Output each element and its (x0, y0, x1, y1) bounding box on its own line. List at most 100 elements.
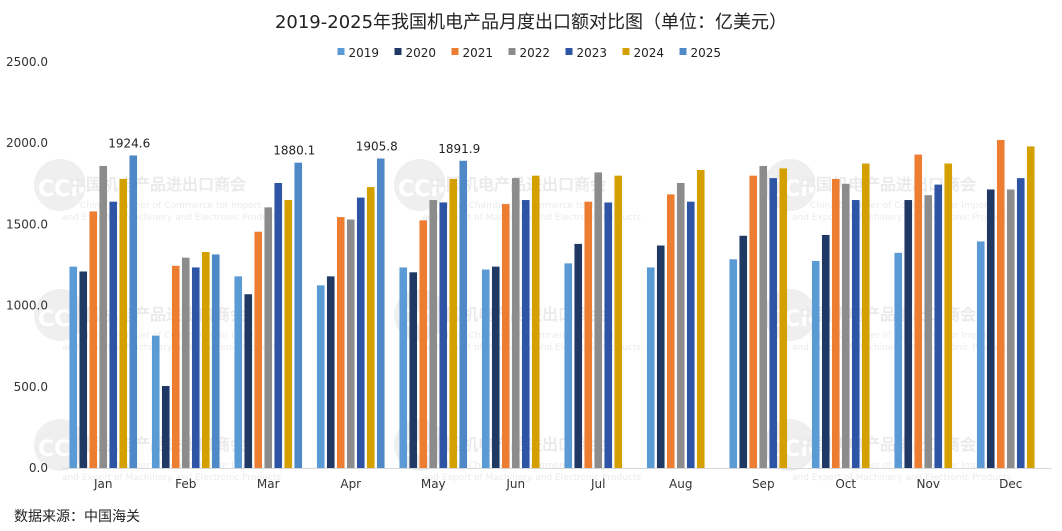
bar-2025-Apr (376, 158, 385, 468)
bar-2022-May (429, 200, 438, 469)
bar-2021-May (419, 220, 428, 468)
bar-2024-Dec (1026, 146, 1035, 468)
bar-2021-Apr (336, 217, 345, 468)
bar-2022-Nov (924, 195, 933, 468)
bar-2020-May (409, 272, 418, 468)
watermark-org-en-2: and Export of Machinery and Electronic P… (792, 213, 1011, 223)
bar-2020-Apr (326, 276, 335, 468)
bar-2021-Feb (171, 265, 180, 468)
legend-item: 2021 (451, 46, 494, 60)
legend-label: 2021 (463, 46, 494, 60)
data-label: 1880.1 (273, 144, 315, 158)
watermark-logo-icon (394, 159, 446, 211)
bar-2021-Nov (914, 154, 923, 468)
bar-2019-Jul (564, 263, 573, 468)
watermark-org-en-2: and Export of Machinery and Electronic P… (422, 213, 641, 223)
bar-2022-Mar (264, 207, 273, 468)
x-tick-label: Jun (505, 477, 525, 491)
legend-item: 2022 (508, 46, 551, 60)
x-tick-label: Dec (999, 477, 1022, 491)
bar-2022-Apr (346, 219, 355, 468)
legend-label: 2023 (577, 46, 608, 60)
bar-2021-Mar (254, 231, 263, 468)
bar-2020-Dec (986, 189, 995, 468)
bar-2019-Jan (69, 266, 78, 468)
bar-2019-May (399, 267, 408, 468)
bar-2025-Mar (294, 162, 303, 468)
watermark-org-en-1: China Chamber of Commerce for Import (80, 331, 261, 341)
bar-2023-May (439, 202, 448, 468)
bar-2021-Oct (831, 178, 840, 469)
bar-2024-Aug (696, 169, 705, 468)
bar-2022-Sep (759, 165, 768, 468)
bar-2023-Sep (769, 178, 778, 468)
data-label: 1891.9 (438, 142, 480, 156)
bar-2020-Oct (821, 234, 830, 468)
data-label: 1905.8 (356, 139, 398, 153)
bar-2019-Sep (729, 259, 738, 468)
bar-2020-Jan (79, 271, 88, 468)
bar-2022-Dec (1006, 189, 1015, 468)
x-tick-label: Feb (175, 477, 196, 491)
bar-2023-Mar (274, 182, 283, 468)
bar-2023-Jun (521, 200, 530, 469)
bar-2022-Aug (676, 182, 685, 468)
bar-2020-Nov (904, 200, 913, 469)
x-tick-label: Aug (669, 477, 692, 491)
bar-2023-Jan (109, 201, 118, 468)
bar-2023-Oct (851, 200, 860, 469)
watermark-org-en-1: China Chamber of Commerce for Import (810, 201, 991, 211)
bar-2025-Feb (211, 254, 220, 468)
bar-2024-Oct (861, 163, 870, 468)
bar-2019-Mar (234, 276, 243, 468)
bar-2024-Apr (366, 187, 375, 468)
watermark-org-en-1: China Chamber of Commerce for Import (80, 201, 261, 211)
bar-2022-Jun (511, 178, 520, 468)
bar-2021-Jun (501, 204, 510, 468)
watermark-org-en-2: and Export of Machinery and Electronic P… (62, 343, 281, 353)
data-label: 1924.6 (108, 136, 150, 150)
bar-2021-Dec (996, 139, 1005, 468)
bar-2022-Jan (99, 165, 108, 468)
legend-swatch (679, 48, 687, 55)
legend-swatch (565, 48, 573, 55)
bar-2025-May (459, 160, 468, 469)
bar-2019-Oct (811, 260, 820, 468)
watermark-logo-text: CCME (38, 177, 107, 202)
bar-2024-May (449, 178, 458, 469)
bar-2019-Nov (894, 252, 903, 468)
chart-title: 2019-2025年我国机电产品月度出口额对比图（单位：亿美元） (274, 12, 788, 33)
y-tick-label: 1500.0 (6, 217, 48, 231)
y-tick-label: 2500.0 (6, 55, 48, 69)
x-tick-label: May (421, 477, 446, 491)
x-tick-label: Jul (590, 477, 605, 491)
bar-2024-Jan (119, 178, 128, 469)
y-tick-label: 2000.0 (6, 136, 48, 150)
y-tick-label: 500.0 (14, 380, 48, 394)
watermark-org-en-2: and Export of Machinery and Electronic P… (422, 473, 641, 483)
bar-2021-Jan (89, 211, 98, 468)
bar-2020-Sep (739, 235, 748, 468)
legend-item: 2019 (337, 46, 379, 60)
x-tick-label: Mar (257, 477, 280, 491)
bar-2020-Jun (491, 266, 500, 468)
bar-2025-Jan (129, 155, 138, 469)
bar-2019-Jun (481, 269, 490, 468)
bar-2019-Apr (316, 285, 325, 468)
bar-2020-Feb (161, 385, 170, 468)
legend-item: 2025 (679, 46, 721, 60)
legend-label: 2022 (520, 46, 551, 60)
bar-2023-Apr (356, 197, 365, 468)
legend-swatch (337, 48, 345, 55)
watermark-org-en-1: China Chamber of Commerce for Import (440, 201, 621, 211)
x-tick-label: Sep (752, 477, 775, 491)
watermark-org-en-2: and Export of Machinery and Electronic P… (792, 473, 1011, 483)
legend-item: 2023 (565, 46, 608, 60)
x-tick-label: Nov (917, 477, 940, 491)
bar-2023-Nov (934, 184, 943, 468)
